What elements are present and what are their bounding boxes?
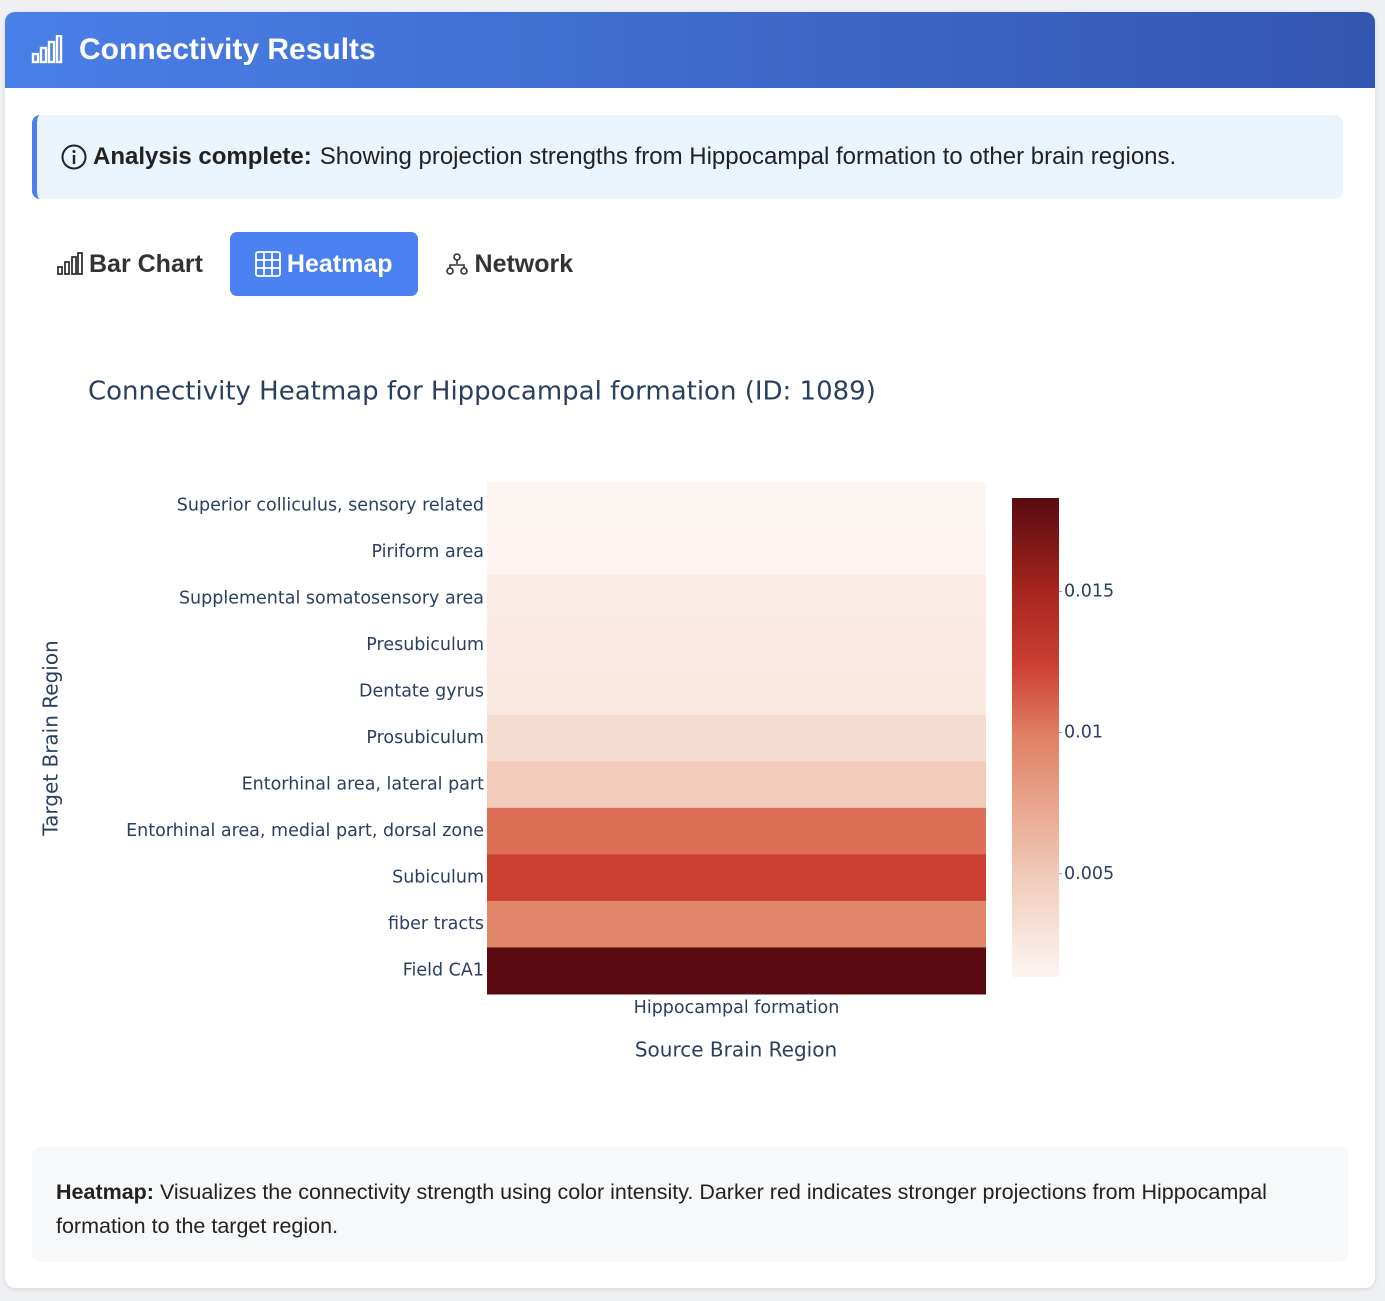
heat-cell [487,621,986,669]
tab[interactable]: Network [420,232,599,296]
bar-icon [57,252,83,275]
colorbar-tick-label: 0.005 [1064,864,1114,884]
info-icon [61,144,87,170]
y-tick-label: Subiculum [392,868,484,888]
colorbar-tick-label: 0.01 [1064,723,1103,743]
note-bold: Heatmap: [56,1180,154,1204]
note: Heatmap: Visualizes the connectivity str… [32,1147,1348,1262]
y-tick-label: Dentate gyrus [359,681,484,701]
heat-cell [487,575,986,623]
heat-cell [487,528,986,576]
header: Connectivity Results [5,12,1375,88]
y-tick-label: Superior colliculus, sensory related [177,495,484,515]
y-axis-title: Target Brain Region [39,640,63,837]
heat-cell [487,807,986,855]
y-tick-label: Supplemental somatosensory area [179,588,484,608]
y-tick-label: fiber tracts [388,914,484,934]
x-axis-title: Source Brain Region [635,1038,837,1062]
chart-title: Connectivity Heatmap for Hippocampal for… [88,377,876,407]
heat-cell [487,900,986,948]
tabs: Bar Chart Heatmap Network [32,232,600,296]
header-title: Connectivity Results [79,33,376,66]
heat-cell [487,854,986,902]
y-tick-label: Prosubiculum [366,728,484,748]
y-tick-label: Entorhinal area, lateral part [242,775,485,795]
alert-text: Showing projection strengths from Hippoc… [319,143,1177,170]
alert-bold: Analysis complete: [93,143,312,170]
alert: Analysis complete: Showing projection st… [32,115,1343,199]
x-tick-label: Hippocampal formation [634,998,840,1018]
y-tick-label: Presubiculum [366,635,484,655]
network-icon [445,253,468,275]
chart: Connectivity Heatmap for Hippocampal for… [39,377,1115,1062]
heat-cell [487,714,986,762]
colorbar-tick-label: 0.015 [1064,581,1114,601]
y-tick-label: Piriform area [372,542,484,562]
note-text: Visualizes the connectivity strength usi… [56,1180,1267,1238]
colorbar [1012,498,1059,977]
tab-label: Heatmap [286,249,393,278]
tab[interactable]: Heatmap [229,232,418,296]
heat-cell [487,668,986,716]
tab-label: Bar Chart [89,249,203,278]
heat-cell [487,482,986,530]
grid-icon [255,251,281,277]
chart-icon [31,35,63,64]
heat-cell [487,761,986,809]
heat-cell [487,947,986,995]
y-tick-label: Entorhinal area, medial part, dorsal zon… [126,821,484,841]
card: Connectivity Results Analysis complete: … [5,12,1375,1288]
tab-label: Network [474,249,574,278]
tab[interactable]: Bar Chart [32,232,228,296]
y-tick-label: Field CA1 [403,961,484,981]
